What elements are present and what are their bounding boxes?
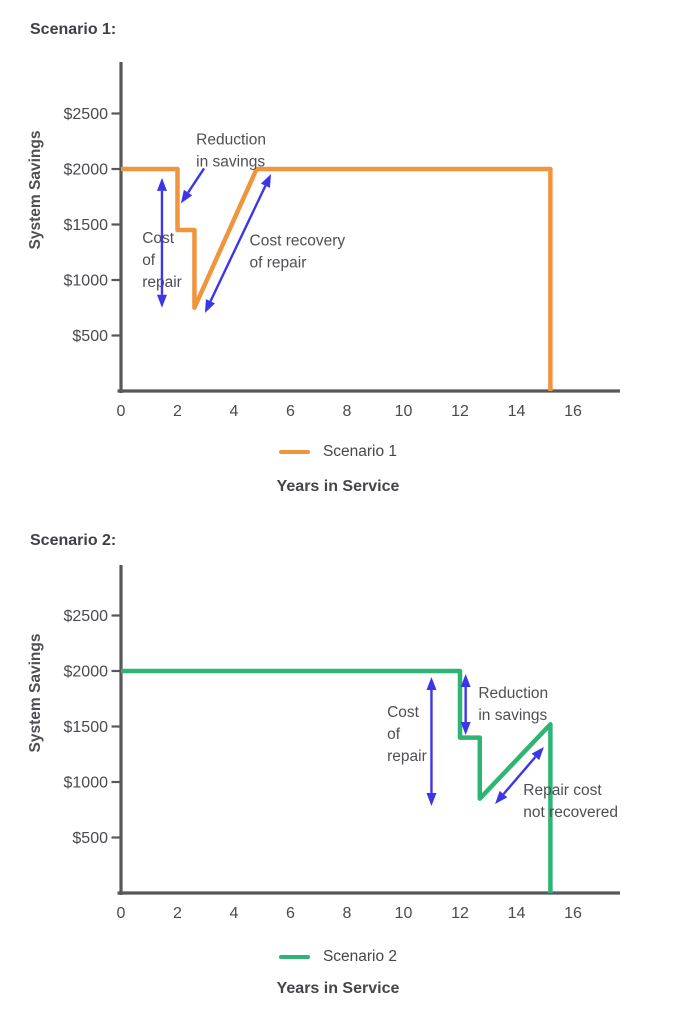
annotation-arrow bbox=[502, 756, 537, 795]
x-tick-label: 0 bbox=[117, 905, 126, 922]
y-tick-label: $500 bbox=[72, 328, 108, 345]
x-tick-label: 6 bbox=[286, 403, 295, 420]
annotation-text: Repair cost bbox=[523, 782, 602, 799]
annotation-arrow bbox=[209, 185, 267, 302]
annotation-text: repair bbox=[387, 748, 427, 765]
arrowhead bbox=[495, 790, 508, 804]
y-tick-label: $2500 bbox=[64, 608, 109, 625]
y-tick-label: $2000 bbox=[64, 162, 109, 179]
y-tick-label: $2500 bbox=[64, 106, 109, 123]
annotation-text: in savings bbox=[478, 707, 547, 724]
chart-title: Scenario 1: bbox=[30, 21, 117, 38]
x-tick-label: 12 bbox=[451, 905, 469, 922]
legend: Scenario 1 bbox=[0, 443, 676, 461]
arrowhead bbox=[426, 676, 437, 690]
annotation-text: Cost bbox=[387, 704, 420, 721]
legend-label: Scenario 2 bbox=[322, 948, 398, 965]
y-axis-label: System Savings bbox=[27, 130, 44, 250]
x-tick-label: 0 bbox=[117, 403, 126, 420]
arrowhead bbox=[460, 673, 471, 687]
x-tick-label: 10 bbox=[395, 905, 413, 922]
x-tick-label: 14 bbox=[508, 403, 526, 420]
chart-title: Scenario 2: bbox=[30, 532, 117, 549]
arrowhead bbox=[460, 722, 471, 736]
scenario-2-chart-canvas: $500 $1000 $1500 $2000 $2500 0 2 4 6 8 10 12 14 16 Cos… bbox=[64, 565, 620, 922]
x-tick-label: 8 bbox=[343, 905, 352, 922]
x-tick-label: 4 bbox=[230, 403, 239, 420]
x-tick-label: 12 bbox=[451, 403, 469, 420]
scenario-1-chart-canvas: $500 $1000 $1500 $2000 $2500 0 2 4 6 8 10 12 14 16 Cos… bbox=[64, 62, 620, 420]
series-line-1 bbox=[121, 166, 553, 391]
legend: Scenario 2 bbox=[0, 948, 676, 966]
x-axis-label: Years in Service bbox=[276, 980, 400, 997]
x-tick-label: 6 bbox=[286, 905, 295, 922]
annotation-text: of repair bbox=[250, 254, 307, 271]
legend-line-swatch bbox=[278, 954, 310, 960]
arrowhead bbox=[156, 294, 167, 308]
legend-label: Scenario 1 bbox=[322, 443, 398, 460]
arrowhead bbox=[260, 173, 272, 188]
x-tick-label: 16 bbox=[564, 905, 582, 922]
x-tick-label: 8 bbox=[343, 403, 352, 420]
annotation-text: of bbox=[142, 252, 156, 269]
y-tick-label: $1000 bbox=[64, 273, 109, 290]
scenario-2-section: $500 $1000 $1500 $2000 $2500 0 2 4 6 8 10 12 14 16 Cos… bbox=[0, 512, 676, 1024]
arrowhead bbox=[156, 177, 167, 191]
annotation-text: not recovered bbox=[523, 804, 618, 821]
x-tick-label: 2 bbox=[173, 403, 182, 420]
annotation-text: Reduction bbox=[196, 131, 266, 148]
annotation-arrow bbox=[187, 167, 206, 194]
series-line-2 bbox=[121, 668, 553, 893]
arrowhead bbox=[426, 792, 437, 806]
annotation-text: of bbox=[387, 726, 401, 743]
y-tick-label: $2000 bbox=[64, 664, 109, 681]
x-tick-label: 14 bbox=[508, 905, 526, 922]
x-tick-label: 4 bbox=[230, 905, 239, 922]
arrowhead bbox=[180, 189, 193, 204]
arrowhead bbox=[531, 747, 544, 761]
legend-line-swatch bbox=[278, 449, 310, 455]
x-tick-label: 10 bbox=[395, 403, 413, 420]
y-tick-label: $1500 bbox=[64, 719, 109, 736]
scenario-1-section: $500 $1000 $1500 $2000 $2500 0 2 4 6 8 10 12 14 16 Cos… bbox=[0, 21, 676, 495]
x-tick-label: 2 bbox=[173, 905, 182, 922]
x-tick-label: 16 bbox=[564, 403, 582, 420]
annotation-text: Cost bbox=[142, 230, 175, 247]
annotation-text: in savings bbox=[196, 153, 265, 170]
y-axis-label: System Savings bbox=[27, 633, 44, 753]
y-tick-label: $1000 bbox=[64, 775, 109, 792]
y-tick-label: $500 bbox=[72, 830, 108, 847]
annotation-text: Reduction bbox=[478, 685, 548, 702]
x-axis-label: Years in Service bbox=[276, 478, 400, 495]
annotation-text: Cost recovery bbox=[250, 232, 346, 249]
y-tick-label: $1500 bbox=[64, 217, 109, 234]
arrowhead bbox=[204, 299, 216, 313]
